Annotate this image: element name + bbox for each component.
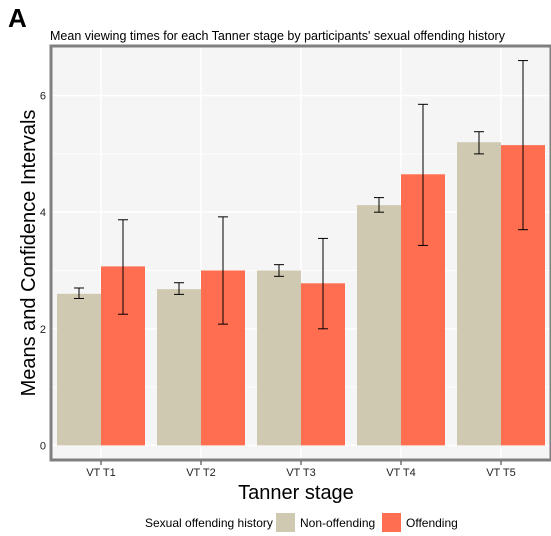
x-tick-labels: VT T1 VT T2 VT T3 VT T4 VT T5 bbox=[86, 461, 516, 479]
y-tick-label: 6 bbox=[40, 91, 46, 103]
error-bar bbox=[218, 216, 228, 325]
error-bar bbox=[274, 264, 284, 277]
error-bar bbox=[74, 287, 84, 299]
y-tick-labels: 0 2 4 6 bbox=[40, 91, 46, 453]
x-tick-label: VT T1 bbox=[86, 467, 116, 479]
y-axis-title: Means and Confidence Intervals bbox=[18, 110, 40, 397]
x-tick-label: VT T3 bbox=[286, 467, 316, 479]
x-tick-label: VT T5 bbox=[486, 467, 516, 479]
y-tick-label: 2 bbox=[40, 324, 46, 336]
y-tick-label: 4 bbox=[40, 207, 46, 219]
bar-non-offending bbox=[157, 289, 201, 446]
bar-non-offending bbox=[357, 205, 401, 446]
error-bar bbox=[318, 237, 328, 330]
x-axis-title: Tanner stage bbox=[238, 482, 354, 504]
x-tick-label: VT T2 bbox=[186, 467, 216, 479]
error-bar bbox=[474, 131, 484, 155]
legend-label-non-offending: Non-offending bbox=[300, 516, 375, 530]
legend-swatch-offending bbox=[382, 513, 401, 532]
y-tick-label: 0 bbox=[40, 440, 46, 452]
error-bar bbox=[118, 219, 128, 315]
panel-label: A bbox=[8, 3, 27, 33]
error-bar bbox=[374, 197, 384, 213]
error-bar bbox=[518, 60, 528, 231]
error-bar bbox=[418, 103, 428, 246]
chart-title: Mean viewing times for each Tanner stage… bbox=[50, 29, 506, 43]
error-bar bbox=[174, 282, 184, 295]
plot-border bbox=[49, 44, 551, 462]
legend-title: Sexual offending history bbox=[145, 516, 273, 530]
legend-label-offending: Offending bbox=[406, 516, 458, 530]
bar-non-offending bbox=[457, 142, 501, 446]
legend-swatch-non-offending bbox=[276, 513, 295, 532]
bars bbox=[57, 142, 545, 446]
bar-non-offending bbox=[257, 270, 301, 446]
error-bars bbox=[74, 60, 528, 330]
x-tick-label: VT T4 bbox=[386, 467, 416, 479]
bar-non-offending bbox=[57, 293, 101, 446]
